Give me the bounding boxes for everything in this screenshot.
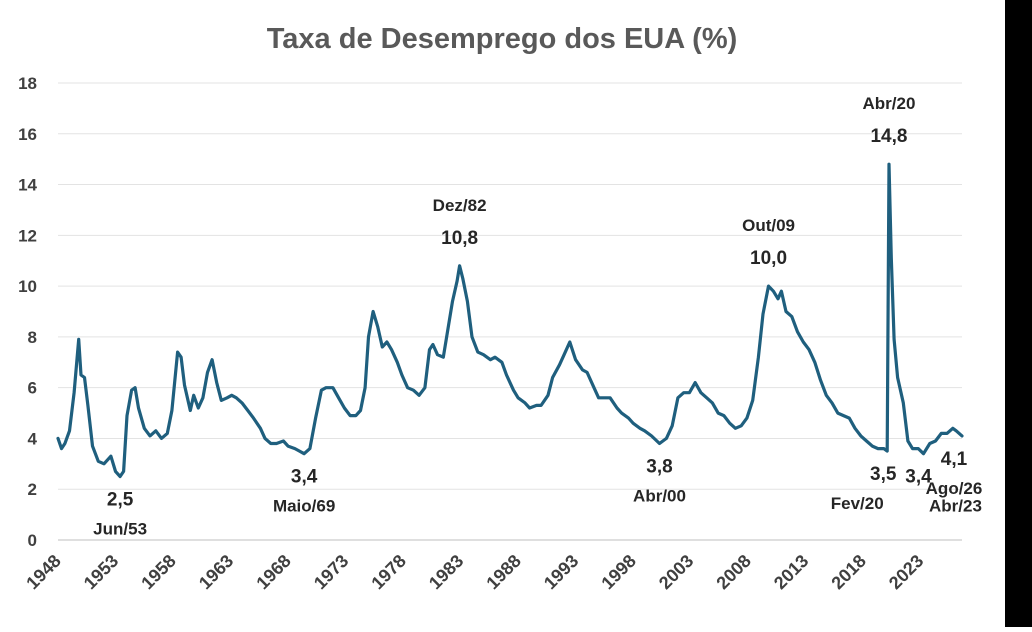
y-tick-label: 0 [28,531,37,550]
y-axis-ticks: 0 2 4 6 8 10 12 14 16 18 [18,74,37,550]
x-tick-label: 1953 [80,551,122,593]
y-tick-label: 16 [18,125,37,144]
annotation-value: 14,8 [870,126,907,147]
series-line-layer [56,162,964,479]
annotation-date: Ago/26 [926,479,983,498]
annotation-value: 3,8 [646,457,672,478]
annotations: 2,5 Jun/53 3,4 Maio/69 10,8 Dez/82 3,8 Abr/00 10… [93,94,982,538]
x-tick-label: 1983 [425,551,467,593]
y-tick-label: 10 [18,277,37,296]
annotation-date: Fev/20 [831,494,884,513]
x-tick-label: 2003 [655,551,697,593]
annotation-value: 10,0 [750,248,787,269]
y-tick-label: 12 [18,226,37,245]
chart-title: Taxa de Desemprego dos EUA (%) [267,23,738,55]
annotation-date: Abr/20 [863,94,916,113]
right-edge-bar [1005,0,1032,627]
x-tick-label: 2013 [770,551,812,593]
y-tick-label: 4 [28,429,38,448]
x-tick-label: 1968 [252,551,294,593]
y-tick-label: 6 [28,379,37,398]
annotation-value: 3,5 [870,464,897,485]
annotation-date: Dez/82 [433,196,487,215]
x-tick-label: 2008 [712,551,754,593]
x-tick-label: 1963 [195,551,237,593]
annotation-value: 4,1 [941,449,968,470]
annotation-value: 10,8 [441,228,478,249]
annotation-date: Abr/00 [633,487,686,506]
y-tick-label: 14 [18,176,37,195]
x-tick-label: 1973 [310,551,352,593]
x-tick-label: 1948 [22,551,64,593]
x-tick-label: 2018 [827,551,869,593]
annotation-value: 3,4 [291,467,318,488]
annotation-date: Out/09 [742,216,795,235]
annotation-value: 2,5 [107,490,134,511]
x-tick-label: 1998 [597,551,639,593]
x-tick-label: 1978 [367,551,409,593]
y-tick-label: 2 [28,480,37,499]
x-tick-label: 1958 [137,551,179,593]
x-tick-label: 1988 [482,551,524,593]
annotation-date: Jun/53 [93,520,147,539]
gridlines [58,82,962,541]
x-tick-label: 2023 [885,551,927,593]
y-tick-label: 8 [28,328,37,347]
y-tick-label: 18 [18,74,37,93]
x-tick-label: 1993 [540,551,582,593]
annotation-date: Maio/69 [273,497,335,516]
annotation-value: 3,4 [905,467,932,488]
series-line [56,162,964,479]
annotation-date: Abr/23 [929,497,982,516]
x-axis-ticks: 1948 1953 1958 1963 1968 1973 1978 1983 1988 1993… [22,551,927,593]
